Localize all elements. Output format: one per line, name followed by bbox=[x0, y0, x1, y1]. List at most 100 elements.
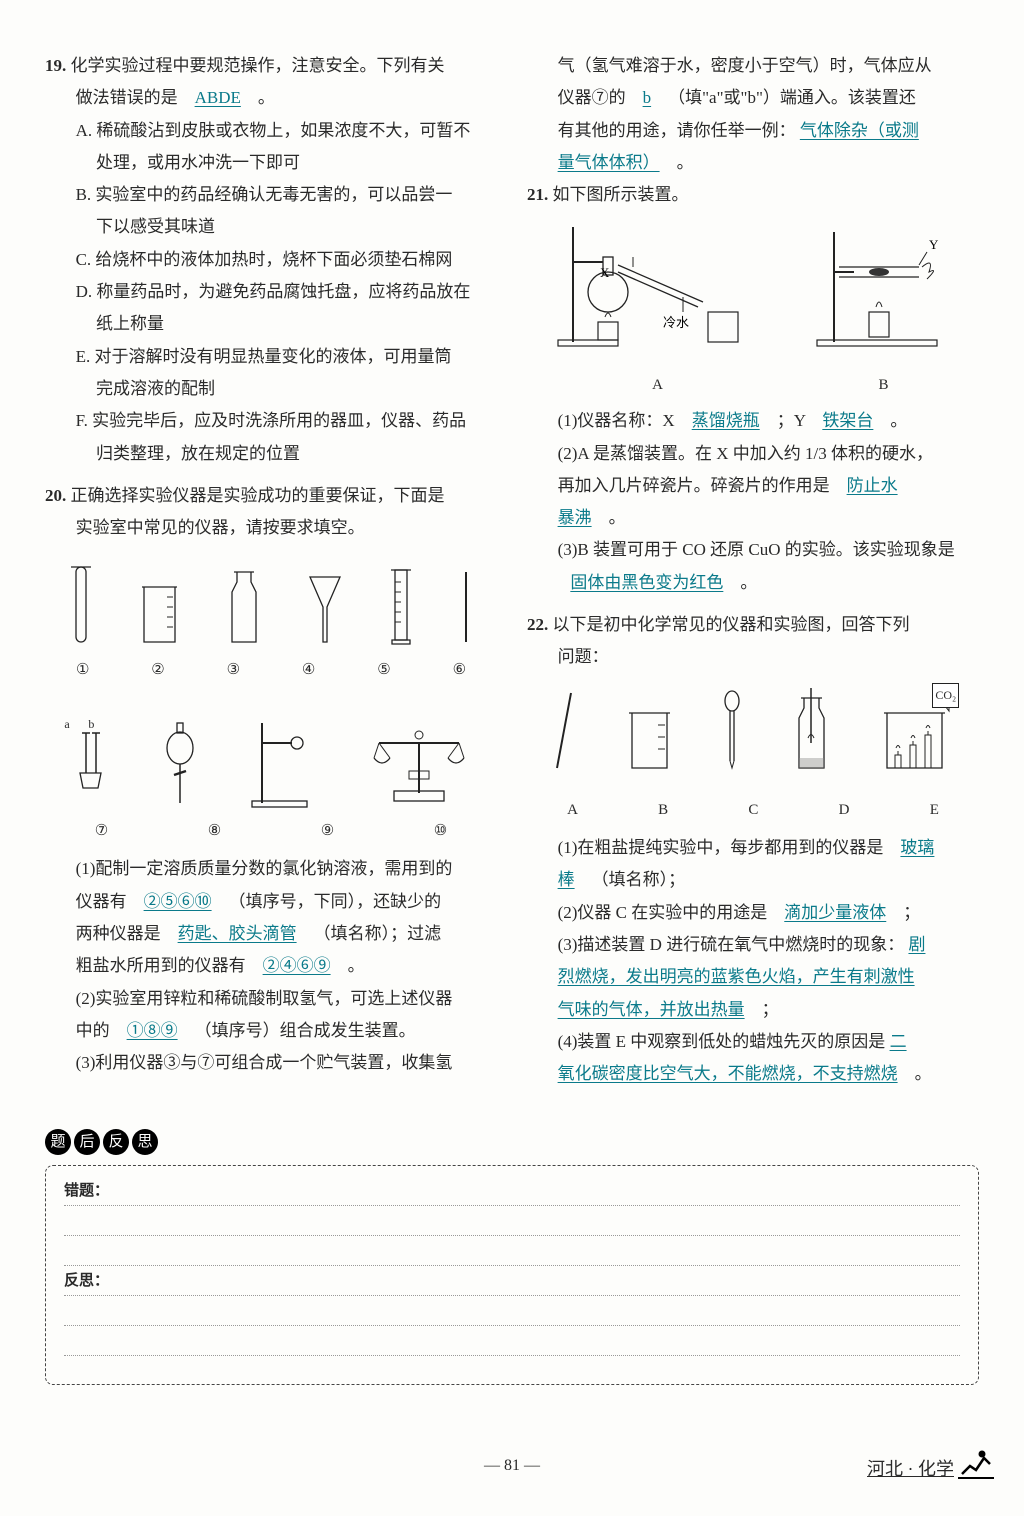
q20-p1c: （填序号，下同），还缺少的 bbox=[229, 892, 442, 911]
label-2: ② bbox=[151, 656, 164, 685]
stopper-tubes-icon: a b bbox=[68, 713, 113, 813]
q20c-l2b: （填"a"或"b"）端通入。该装置还 bbox=[668, 88, 916, 107]
funnel-icon bbox=[305, 562, 345, 652]
q21-p3ans: 固体由黑色变为红色 bbox=[570, 573, 723, 592]
q19-answer: ABDE bbox=[195, 88, 241, 107]
label-10: ⑩ bbox=[434, 817, 447, 846]
q22-labelA: A bbox=[567, 796, 578, 825]
co-reduction-apparatus-icon: Y bbox=[809, 217, 959, 357]
q22-p3c: 气味的气体，并放出热量 bbox=[558, 1000, 745, 1019]
q20c-l4b: 。 bbox=[677, 153, 694, 172]
q19-optE-2: 完成溶液的配制 bbox=[45, 373, 497, 405]
q20-p1g: 。 bbox=[348, 956, 365, 975]
q20c-l1: 气（氢气难溶于水，密度小于空气）时，气体应从 bbox=[527, 50, 979, 82]
q19-number: 19. bbox=[45, 56, 66, 75]
separating-funnel-icon bbox=[160, 713, 200, 813]
q19-optA-1: A. 稀硫酸沾到皮肤或衣物上，如果浓度不大，可暂不 bbox=[45, 115, 497, 147]
label-9: ⑨ bbox=[321, 817, 334, 846]
q20c-l4ans: 量气体体积） bbox=[558, 153, 660, 172]
reflection-box: 错题： 反思： bbox=[45, 1165, 979, 1385]
q20-p1b: 仪器有 bbox=[76, 892, 127, 911]
q22-p3d: ； bbox=[762, 1000, 779, 1019]
gas-bottle-D-icon bbox=[789, 683, 834, 789]
q19-stem1: 化学实验过程中要规范操作，注意安全。下列有关 bbox=[71, 56, 445, 75]
q19-optE-1: E. 对于溶解时没有明显热量变化的液体，可用量筒 bbox=[45, 341, 497, 373]
q20-number: 20. bbox=[45, 486, 66, 505]
q20-p1ans2: 药匙、胶头滴管 bbox=[178, 924, 297, 943]
q21-p2b: 再加入几片碎瓷片。碎瓷片的作用是 bbox=[558, 476, 830, 495]
q21-p3a: (3)B 装置可用于 CO 还原 CuO 的实验。该实验现象是 bbox=[527, 534, 979, 566]
label-7: ⑦ bbox=[95, 817, 108, 846]
q19-optC: C. 给烧杯中的液体加热时，烧杯下面必须垫石棉网 bbox=[45, 244, 497, 276]
q21-number: 21. bbox=[527, 185, 548, 204]
candle-beaker-E-icon: CO₂ bbox=[877, 683, 957, 789]
q20-p1ans1: ②⑤⑥⑩ bbox=[144, 892, 212, 911]
q20-p3a: (3)利用仪器③与⑦可组合成一个贮气装置，收集氢 bbox=[45, 1047, 497, 1079]
q22-labelD: D bbox=[839, 796, 850, 825]
question-22: 22. 以下是初中化学常见的仪器和实验图，回答下列 问题： CO₂ bbox=[527, 609, 979, 1090]
q19-optA-2: 处理，或用水冲洗一下即可 bbox=[45, 147, 497, 179]
rh-char-4: 思 bbox=[132, 1129, 158, 1155]
q20c-l3ans1: 气体除杂（或测 bbox=[800, 121, 919, 140]
q21-p1c: 。 bbox=[890, 411, 907, 430]
left-column: 19. 化学实验过程中要规范操作，注意安全。下列有关 做法错误的是 ABDE 。… bbox=[45, 50, 497, 1101]
q22-p1a: (1)在粗盐提纯实验中，每步都用到的仪器是 bbox=[558, 838, 884, 857]
q20-stem2: 实验室中常见的仪器，请按要求填空。 bbox=[45, 512, 497, 544]
label-8: ⑧ bbox=[208, 817, 221, 846]
svg-text:X: X bbox=[600, 265, 610, 280]
dropper-C-icon bbox=[720, 683, 745, 789]
q22-stem2: 问题： bbox=[527, 641, 979, 673]
apparatus-row-2: a b bbox=[45, 693, 497, 813]
q21-p2ans1: 防止水 bbox=[847, 476, 898, 495]
q22-labelB: B bbox=[658, 796, 668, 825]
q22-p2a: (2)仪器 C 在实验中的用途是 bbox=[558, 903, 768, 922]
q19-stem2: 做法错误的是 bbox=[76, 88, 178, 107]
label-1: ① bbox=[76, 656, 89, 685]
balance-scale-icon bbox=[364, 713, 474, 813]
q22-number: 22. bbox=[527, 615, 548, 634]
rh-char-3: 反 bbox=[103, 1129, 129, 1155]
q22-labelC: C bbox=[748, 796, 758, 825]
blank-line-1 bbox=[64, 1206, 960, 1236]
q21-p1ans1: 蒸馏烧瓶 bbox=[692, 411, 760, 430]
q22-p3ans1: 剧 bbox=[908, 935, 925, 954]
q22-p1ans: 玻璃 bbox=[900, 838, 934, 857]
gas-bottle-icon bbox=[224, 562, 264, 652]
q21-labelB: B bbox=[809, 371, 959, 400]
mistakes-label: 错题： bbox=[64, 1176, 960, 1206]
q21-diagram: X 冷水 A bbox=[527, 217, 979, 399]
apparatus-labels-2: ⑦ ⑧ ⑨ ⑩ bbox=[45, 817, 497, 846]
question-20: 20. 正确选择实验仪器是实验成功的重要保证，下面是 实验室中常见的仪器，请按要… bbox=[45, 480, 497, 1080]
reflect-label: 反思： bbox=[64, 1266, 960, 1296]
q22-diagram: CO₂ bbox=[527, 680, 979, 790]
label-4: ④ bbox=[302, 656, 315, 685]
q22-p3b: 烈燃烧，发出明亮的蓝紫色火焰，产生有刺激性 bbox=[558, 967, 915, 986]
q20-stem1: 正确选择实验仪器是实验成功的重要保证，下面是 bbox=[71, 486, 445, 505]
q22-p1b: 棒 bbox=[558, 870, 575, 889]
rh-char-1: 题 bbox=[45, 1129, 71, 1155]
svg-text:Y: Y bbox=[929, 237, 939, 252]
q22-p4c: 。 bbox=[915, 1064, 932, 1083]
q19-optF-2: 归类整理，放在规定的位置 bbox=[45, 438, 497, 470]
footer-subject: 河北 · 化学 bbox=[867, 1452, 954, 1486]
graduated-cylinder-icon bbox=[387, 562, 415, 652]
q22-p3a: (3)描述装置 D 进行硫在氧气中燃烧时的现象： bbox=[558, 935, 905, 954]
glass-rod-A-icon bbox=[549, 683, 579, 789]
q20-p2b: 中的 bbox=[76, 1021, 110, 1040]
distillation-apparatus-icon: X 冷水 bbox=[548, 217, 768, 357]
reflection-title: 题 后 反 思 bbox=[45, 1125, 979, 1157]
q22-p2b: ； bbox=[903, 903, 920, 922]
blank-line-4 bbox=[64, 1326, 960, 1356]
q20-p1f: 粗盐水所用到的仪器有 bbox=[76, 956, 246, 975]
co2-label: CO₂ bbox=[932, 683, 959, 708]
q20c-l2a: 仪器⑦的 bbox=[558, 88, 626, 107]
right-column: 气（氢气难溶于水，密度小于空气）时，气体应从 仪器⑦的 b （填"a"或"b"）… bbox=[527, 50, 979, 1101]
q20-p1a: (1)配制一定溶质质量分数的氯化钠溶液，需用到的 bbox=[45, 853, 497, 885]
q20-p2a: (2)实验室用锌粒和稀硫酸制取氢气，可选上述仪器 bbox=[45, 983, 497, 1015]
q19-optB-2: 下以感受其味道 bbox=[45, 211, 497, 243]
blank-line-3 bbox=[64, 1296, 960, 1326]
q20c-l2ans: b bbox=[643, 88, 652, 107]
q19-optB-1: B. 实验室中的药品经确认无毒无害的，可以品尝一 bbox=[45, 179, 497, 211]
q22-p4a: (4)装置 E 中观察到低处的蜡烛先灭的原因是 bbox=[558, 1032, 886, 1051]
glass-rod-icon bbox=[456, 562, 476, 652]
